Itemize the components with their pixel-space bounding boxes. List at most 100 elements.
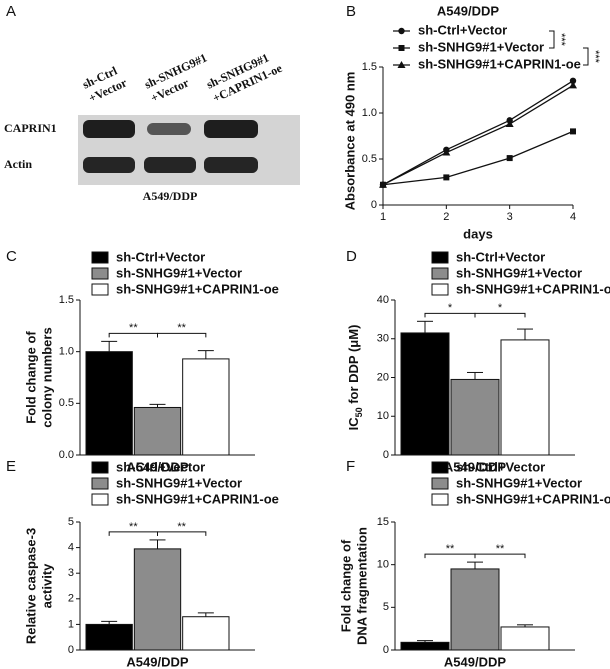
x-axis-label: A549/DDP (126, 459, 188, 474)
y-tick-label: 5 (68, 516, 74, 528)
legend-swatch (431, 267, 449, 280)
legend-label: sh-SNHG9#1+Vector (116, 475, 242, 490)
blot-band (204, 157, 258, 173)
bar (500, 339, 550, 456)
legend-label: sh-Ctrl+Vector (116, 249, 205, 264)
marker (569, 77, 577, 85)
y-tick-label: 0.0 (59, 449, 74, 461)
x-axis-label: A549/DDP (444, 459, 506, 474)
y-tick-label: 1 (68, 618, 74, 630)
legend-swatch (431, 283, 449, 296)
legend-swatch (431, 461, 449, 474)
marker (570, 128, 576, 135)
legend-swatch (91, 267, 109, 280)
y-label-text: Relative caspase-3 (23, 528, 38, 644)
legend-label: sh-SNHG9#1+CAPRIN1-oe (116, 281, 279, 296)
series-line (382, 84, 574, 186)
significance-label: * (448, 302, 453, 314)
series-line (382, 130, 574, 186)
marker (398, 27, 405, 35)
bar (85, 623, 133, 651)
x-tick-label: 1 (380, 211, 386, 223)
legend-label: sh-SNHG9#1+Vector (116, 265, 242, 280)
x-tick-label: 2 (443, 211, 449, 223)
y-axis-label: IC50 for DDP (μM) (346, 325, 364, 431)
significance-label: ** (446, 543, 455, 555)
y-tick-label: 1.0 (59, 346, 74, 358)
panel-letter: A (6, 3, 16, 20)
legend-label: sh-SNHG9#1+Vector (456, 475, 582, 490)
legend-swatch (91, 493, 109, 506)
legend-label: sh-Ctrl+Vector (456, 249, 545, 264)
significance-label: *** (555, 33, 567, 47)
legend-label: sh-SNHG9#1+CAPRIN1-oe (116, 491, 279, 506)
blot-row-label: Actin (4, 157, 32, 171)
legend-swatch (91, 477, 109, 490)
y-label-text: DNA fragmentation (354, 527, 369, 645)
y-tick-label: 20 (377, 371, 389, 383)
chart-title: A549/DDP (437, 3, 499, 18)
marker (398, 45, 405, 51)
panel-letter: F (346, 458, 355, 475)
y-tick-label: 1.0 (362, 107, 377, 119)
y-tick-label: 1.5 (362, 61, 377, 73)
y-tick-label: 2 (68, 593, 74, 605)
legend-label: sh-SNHG9#1+CAPRIN1-oe (418, 56, 581, 71)
y-tick-label: 10 (377, 410, 389, 422)
y-axis-label: Fold change of DNA fragmentation (338, 527, 369, 645)
blot-band (83, 157, 135, 173)
bar (182, 358, 230, 456)
y-axis-label: Absorbance at 490 nm (342, 72, 357, 211)
y-label-text: Fold change of (23, 331, 38, 424)
y-tick-label: 5 (383, 601, 389, 613)
blot-caption: A549/DDP (143, 189, 198, 203)
y-label-part: for DDP (μM) (346, 325, 361, 408)
x-axis-label: A549/DDP (444, 654, 506, 669)
legend-swatch (91, 461, 109, 474)
bar (85, 351, 133, 456)
y-axis-label: Fold change of colony numbers (23, 327, 54, 427)
panel-letter: D (346, 248, 357, 265)
y-tick-label: 10 (377, 559, 389, 571)
significance-label: ** (496, 543, 505, 555)
blot-band (144, 157, 196, 173)
legend-label: sh-SNHG9#1+CAPRIN1-oe (456, 491, 610, 506)
legend-label: sh-Ctrl+Vector (418, 22, 507, 37)
legend-swatch (431, 493, 449, 506)
y-tick-label: 40 (377, 294, 389, 306)
bar (450, 568, 500, 651)
significance-bracket (157, 332, 207, 338)
panel-letter: E (6, 458, 16, 475)
y-label-text: colony numbers (39, 327, 54, 427)
significance-bracket (583, 47, 589, 66)
legend-label: sh-Ctrl+Vector (456, 459, 545, 474)
y-tick-label: 0 (68, 644, 74, 656)
significance-bracket (474, 553, 526, 559)
x-axis-label: days (463, 226, 493, 241)
significance-label: ** (177, 322, 186, 334)
y-label-part: IC (346, 417, 361, 431)
y-tick-label: 0.5 (59, 397, 74, 409)
blot-band (204, 120, 258, 138)
y-label-text: IC50 for DDP (μM) (346, 325, 364, 431)
x-tick-label: 3 (507, 211, 513, 223)
y-axis-label: Relative caspase-3 activity (23, 528, 54, 644)
significance-label: ** (177, 521, 186, 533)
series-line (382, 80, 574, 186)
x-tick-label: 4 (570, 211, 576, 223)
legend-swatch (431, 251, 449, 264)
legend-swatch (431, 477, 449, 490)
marker (443, 174, 450, 181)
legend-label: sh-SNHG9#1+CAPRIN1-oe (456, 281, 610, 296)
x-axis-label: A549/DDP (126, 654, 188, 669)
blot-row-label: CAPRIN1 (4, 121, 57, 135)
panel-letter: B (346, 3, 356, 20)
bar (400, 332, 450, 456)
bar (133, 406, 182, 456)
marker (379, 180, 387, 188)
blot-band (147, 123, 191, 135)
y-tick-label: 4 (68, 542, 74, 554)
significance-bracket (549, 30, 555, 49)
